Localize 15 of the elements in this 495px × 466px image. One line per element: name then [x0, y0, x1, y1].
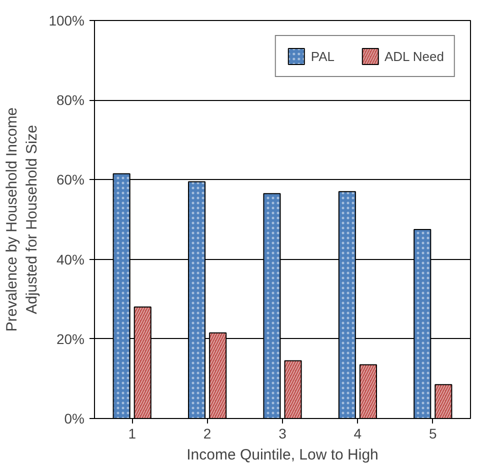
legend-label: ADL Need: [384, 48, 444, 64]
y-tick-label: 20%: [56, 330, 85, 347]
y-tick-label: 0%: [64, 410, 84, 426]
x-tick-label: 2: [203, 426, 212, 442]
x-tick-label: 1: [128, 426, 136, 442]
y-tick-label: 100%: [48, 12, 85, 28]
legend-label: PAL: [310, 48, 334, 64]
x-tick-label: 3: [278, 426, 287, 442]
y-tick-label: 60%: [56, 172, 85, 188]
y-tick-label: 80%: [56, 92, 85, 108]
y-axis-title: Prevalence by Household Income Adjusted for Household Size: [3, 107, 41, 332]
x-tick-label: 5: [429, 426, 438, 442]
x-tick-label: 4: [354, 426, 362, 442]
x-axis-title: Income Quintile, Low to High: [186, 446, 378, 464]
y-tick-label: 40%: [56, 251, 85, 268]
